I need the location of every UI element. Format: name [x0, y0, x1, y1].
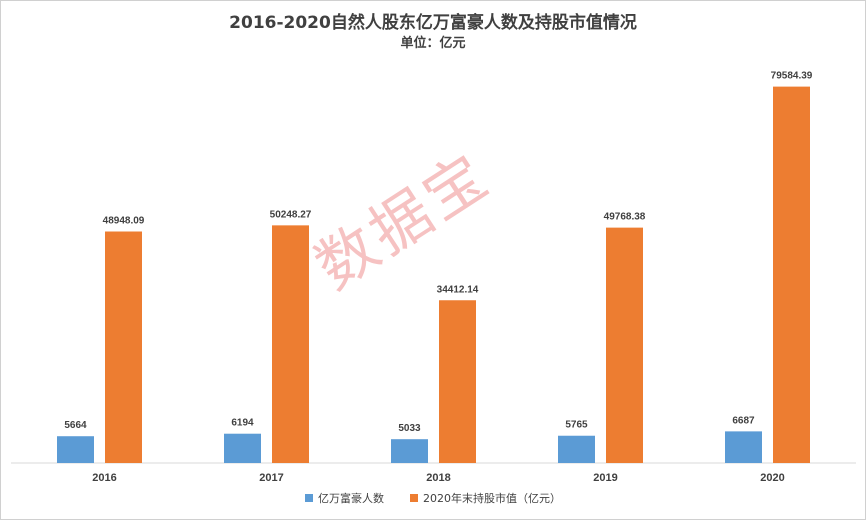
data-label-people-2019: 5765 [565, 420, 588, 431]
x-tick-labels-group: 2016 2017 2018 2019 2020 [92, 472, 784, 484]
bar-market-value-2018 [439, 300, 476, 463]
bar-people-2019 [558, 435, 595, 463]
legend-item-market-value: 2020年末持股市值（亿元） [410, 490, 561, 506]
data-label-market-value-2019: 49768.38 [604, 212, 646, 223]
data-label-market-value-2020: 79584.39 [771, 71, 813, 82]
bar-people-2017 [224, 433, 261, 463]
data-label-market-value-2017: 50248.27 [270, 209, 312, 220]
legend: 亿万富豪人数 2020年末持股市值（亿元） [1, 490, 865, 506]
legend-item-people: 亿万富豪人数 [305, 490, 384, 506]
data-label-people-2018: 5033 [398, 423, 421, 434]
bar-people-2016 [57, 436, 94, 463]
data-labels-group: 5664 48948.09 6194 50248.27 5033 34412.14 5765… [64, 71, 812, 435]
bar-market-value-2017 [272, 225, 309, 463]
x-tick-label-2016: 2016 [92, 472, 116, 484]
x-tick-label-2019: 2019 [593, 472, 617, 484]
legend-label-people: 亿万富豪人数 [318, 492, 384, 505]
data-label-people-2016: 5664 [64, 420, 87, 431]
x-tick-label-2017: 2017 [259, 472, 283, 484]
legend-swatch-people [305, 494, 313, 502]
chart-title: 2016-2020自然人股东亿万富豪人数及持股市值情况 [229, 13, 637, 33]
legend-label-market-value: 2020年末持股市值（亿元） [423, 492, 561, 505]
bar-market-value-2016 [105, 231, 142, 463]
x-tick-label-2018: 2018 [426, 472, 450, 484]
bar-people-2020 [725, 431, 762, 463]
x-tick-label-2020: 2020 [760, 472, 784, 484]
bars-group [57, 86, 810, 464]
data-label-people-2020: 6687 [732, 415, 755, 426]
data-label-market-value-2016: 48948.09 [103, 216, 145, 227]
data-label-market-value-2018: 34412.14 [437, 284, 479, 295]
bar-people-2018 [391, 439, 428, 463]
chart-subtitle: 单位：亿元 [400, 36, 466, 51]
legend-swatch-market-value [410, 494, 418, 502]
bar-market-value-2019 [606, 227, 643, 463]
bar-market-value-2020 [773, 86, 810, 464]
data-label-people-2017: 6194 [231, 418, 254, 429]
